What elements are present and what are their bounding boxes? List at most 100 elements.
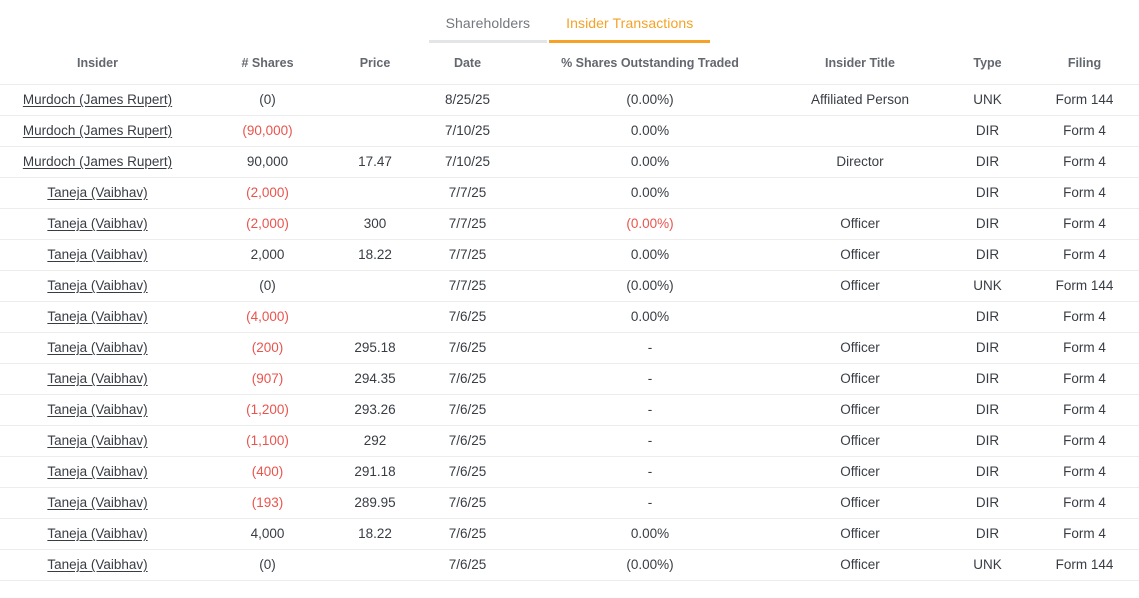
insider-link[interactable]: Taneja (Vaibhav): [47, 309, 148, 324]
shares-cell: (90,000): [195, 115, 340, 147]
price-cell: 293.26: [340, 394, 410, 426]
table-row: Taneja (Vaibhav) (907) 294.35 7/6/25 - O…: [0, 363, 1139, 395]
filing-cell: Form 4: [1030, 456, 1139, 488]
shares-cell: (0): [195, 270, 340, 302]
pct-cell: (0.00%): [525, 208, 775, 240]
price-cell: 17.47: [340, 146, 410, 178]
type-cell: DIR: [945, 115, 1030, 147]
filing-cell: Form 4: [1030, 115, 1139, 147]
tab-insider-transactions[interactable]: Insider Transactions: [549, 3, 711, 43]
date-cell: 7/6/25: [410, 394, 525, 426]
insider-link[interactable]: Taneja (Vaibhav): [47, 464, 148, 479]
table-row: Murdoch (James Rupert) (90,000) 7/10/25 …: [0, 115, 1139, 147]
insider-title-cell: Director: [775, 146, 945, 178]
type-cell: DIR: [945, 456, 1030, 488]
insider-link[interactable]: Taneja (Vaibhav): [47, 526, 148, 541]
pct-cell: 0.00%: [525, 301, 775, 333]
date-cell: 8/25/25: [410, 84, 525, 116]
insider-cell: Taneja (Vaibhav): [0, 518, 195, 550]
filing-cell: Form 144: [1030, 270, 1139, 302]
table-row: Taneja (Vaibhav) 2,000 18.22 7/7/25 0.00…: [0, 239, 1139, 271]
price-cell: 289.95: [340, 487, 410, 519]
insider-link[interactable]: Taneja (Vaibhav): [47, 402, 148, 417]
insider-title-cell: Officer: [775, 394, 945, 426]
insider-link[interactable]: Taneja (Vaibhav): [47, 433, 148, 448]
price-cell: [340, 270, 410, 302]
table-row: Taneja (Vaibhav) (200) 295.18 7/6/25 - O…: [0, 332, 1139, 364]
type-cell: DIR: [945, 177, 1030, 209]
date-cell: 7/6/25: [410, 549, 525, 581]
price-cell: 300: [340, 208, 410, 240]
filing-cell: Form 144: [1030, 84, 1139, 116]
pct-cell: 0.00%: [525, 518, 775, 550]
filing-cell: Form 4: [1030, 394, 1139, 426]
insider-title-cell: Officer: [775, 518, 945, 550]
pct-cell: -: [525, 456, 775, 488]
insider-cell: Taneja (Vaibhav): [0, 208, 195, 240]
date-cell: 7/6/25: [410, 456, 525, 488]
insider-title-cell: [775, 115, 945, 147]
filing-cell: Form 4: [1030, 487, 1139, 519]
insider-link[interactable]: Taneja (Vaibhav): [47, 278, 148, 293]
shares-cell: 2,000: [195, 239, 340, 271]
table-row: Taneja (Vaibhav) (193) 289.95 7/6/25 - O…: [0, 487, 1139, 519]
insider-cell: Murdoch (James Rupert): [0, 115, 195, 147]
type-cell: DIR: [945, 208, 1030, 240]
pct-cell: 0.00%: [525, 177, 775, 209]
insider-link[interactable]: Murdoch (James Rupert): [22, 123, 173, 138]
date-cell: 7/6/25: [410, 363, 525, 395]
price-cell: 18.22: [340, 518, 410, 550]
date-cell: 7/6/25: [410, 301, 525, 333]
column-header-price: Price: [340, 43, 410, 85]
type-cell: DIR: [945, 332, 1030, 364]
filing-cell: Form 4: [1030, 301, 1139, 333]
insider-title-cell: Officer: [775, 456, 945, 488]
price-cell: [340, 177, 410, 209]
table-row: Taneja (Vaibhav) 4,000 18.22 7/6/25 0.00…: [0, 518, 1139, 550]
insider-link[interactable]: Murdoch (James Rupert): [22, 154, 173, 169]
insider-title-cell: Officer: [775, 239, 945, 271]
shares-cell: (1,200): [195, 394, 340, 426]
insider-title-cell: Officer: [775, 549, 945, 581]
date-cell: 7/10/25: [410, 146, 525, 178]
table-row: Taneja (Vaibhav) (1,100) 292 7/6/25 - Of…: [0, 425, 1139, 457]
column-header-type: Type: [945, 43, 1030, 85]
insider-title-cell: Officer: [775, 270, 945, 302]
column-header-insider: Insider: [0, 43, 195, 85]
insider-link[interactable]: Taneja (Vaibhav): [47, 371, 148, 386]
pct-cell: 0.00%: [525, 115, 775, 147]
insider-link[interactable]: Taneja (Vaibhav): [47, 495, 148, 510]
column-header-date: Date: [410, 43, 525, 85]
insider-title-cell: Officer: [775, 363, 945, 395]
insider-link[interactable]: Taneja (Vaibhav): [47, 247, 148, 262]
pct-cell: -: [525, 363, 775, 395]
type-cell: DIR: [945, 425, 1030, 457]
column-header-shares: # Shares: [195, 43, 340, 85]
insider-cell: Murdoch (James Rupert): [0, 84, 195, 116]
filing-cell: Form 4: [1030, 177, 1139, 209]
filing-cell: Form 4: [1030, 208, 1139, 240]
insider-link[interactable]: Taneja (Vaibhav): [47, 340, 148, 355]
insider-cell: Taneja (Vaibhav): [0, 425, 195, 457]
insider-link[interactable]: Taneja (Vaibhav): [47, 216, 148, 231]
filing-cell: Form 4: [1030, 363, 1139, 395]
column-header-filing: Filing: [1030, 43, 1139, 85]
filing-cell: Form 4: [1030, 332, 1139, 364]
pct-cell: -: [525, 332, 775, 364]
table-row: Taneja (Vaibhav) (4,000) 7/6/25 0.00% DI…: [0, 301, 1139, 333]
insider-cell: Taneja (Vaibhav): [0, 239, 195, 271]
insider-link[interactable]: Taneja (Vaibhav): [47, 185, 148, 200]
insider-title-cell: Officer: [775, 332, 945, 364]
insider-title-cell: Affiliated Person: [775, 84, 945, 116]
shares-cell: (193): [195, 487, 340, 519]
filing-cell: Form 4: [1030, 425, 1139, 457]
pct-cell: (0.00%): [525, 549, 775, 581]
type-cell: UNK: [945, 549, 1030, 581]
insider-link[interactable]: Murdoch (James Rupert): [22, 92, 173, 107]
price-cell: [340, 301, 410, 333]
date-cell: 7/6/25: [410, 487, 525, 519]
insider-link[interactable]: Taneja (Vaibhav): [47, 557, 148, 572]
price-cell: [340, 115, 410, 147]
tab-shareholders[interactable]: Shareholders: [428, 3, 548, 43]
insider-cell: Taneja (Vaibhav): [0, 301, 195, 333]
